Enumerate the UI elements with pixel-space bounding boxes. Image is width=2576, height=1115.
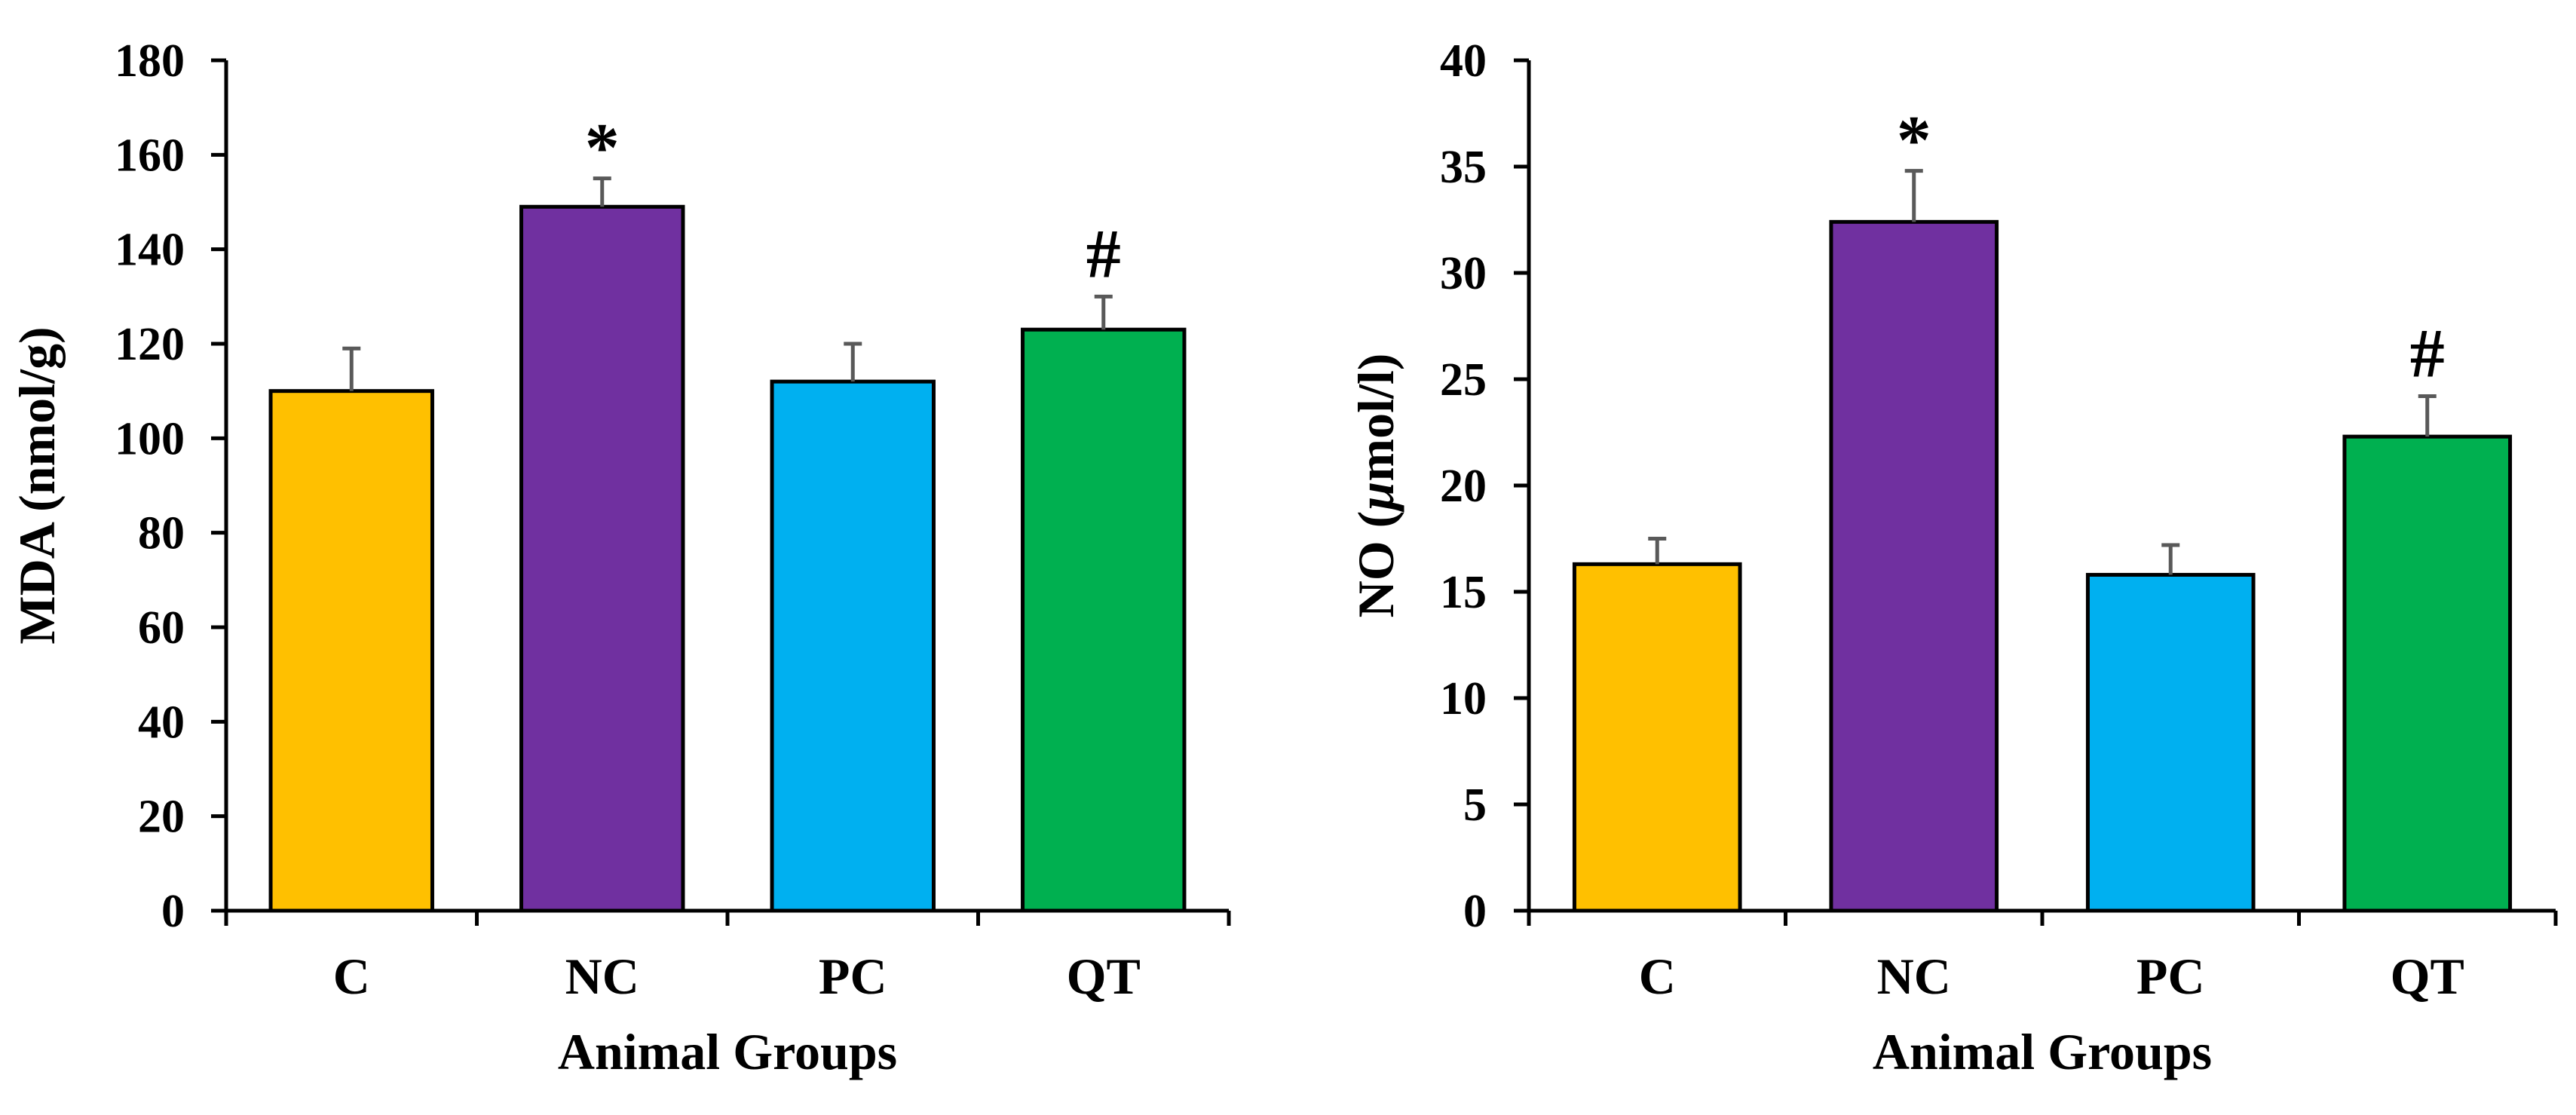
y-tick-label: 80 — [138, 508, 185, 559]
x-tick-label: C — [1639, 948, 1676, 1005]
y-tick-label: 100 — [115, 413, 185, 464]
bar-pc — [2085, 572, 2256, 913]
x-tick-label: QT — [2391, 948, 2464, 1005]
x-axis-title: Animal Groups — [1873, 1023, 2212, 1080]
mda-chart: 0 20 40 60 80 100 120 140 160 180 C * NC PC # QT Animal … — [8, 35, 1231, 1080]
x-tick-label: NC — [565, 948, 639, 1005]
y-tick-label: 140 — [115, 225, 185, 276]
y-tick-label: 35 — [1440, 142, 1487, 193]
bar-nc — [519, 204, 685, 913]
x-tick-label: QT — [1067, 948, 1141, 1005]
bar-c — [1572, 562, 1742, 913]
y-tick-label: 0 — [161, 886, 185, 937]
y-tick-label: 20 — [1440, 461, 1487, 512]
y-axis-title: MDA (nmol/g) — [8, 326, 66, 644]
significance-mark: * — [585, 109, 620, 186]
bar-qt — [2342, 434, 2513, 913]
significance-mark: * — [1897, 102, 1931, 179]
y-tick-label: 40 — [1440, 35, 1487, 87]
y-tick-label: 160 — [115, 130, 185, 181]
bar-nc — [1829, 219, 1999, 913]
significance-mark: # — [2410, 315, 2445, 392]
y-axis-title: NO (µmol/l) — [1347, 354, 1404, 618]
x-axis-title: Animal Groups — [558, 1023, 897, 1080]
no-chart: 0 5 10 15 20 25 30 35 40 C * NC PC # QT Animal Groups NO… — [1347, 35, 2558, 1080]
bar-c — [268, 389, 434, 913]
x-tick-label: PC — [2136, 948, 2205, 1005]
y-tick-label: 20 — [138, 792, 185, 843]
y-tick-label: 10 — [1440, 673, 1487, 724]
significance-mark: # — [1086, 215, 1121, 292]
x-tick-label: NC — [1877, 948, 1951, 1005]
bar-qt — [1021, 327, 1187, 913]
x-tick-label: C — [333, 948, 370, 1005]
y-tick-label: 5 — [1463, 780, 1487, 831]
y-tick-label: 40 — [138, 697, 185, 748]
y-tick-label: 30 — [1440, 248, 1487, 299]
y-tick-label: 15 — [1440, 567, 1487, 618]
bar-pc — [770, 379, 936, 913]
x-tick-label: PC — [819, 948, 887, 1005]
y-tick-label: 120 — [115, 319, 185, 370]
y-tick-label: 180 — [115, 35, 185, 87]
y-tick-label: 25 — [1440, 354, 1487, 406]
y-tick-label: 0 — [1463, 886, 1487, 937]
y-tick-label: 60 — [138, 602, 185, 654]
